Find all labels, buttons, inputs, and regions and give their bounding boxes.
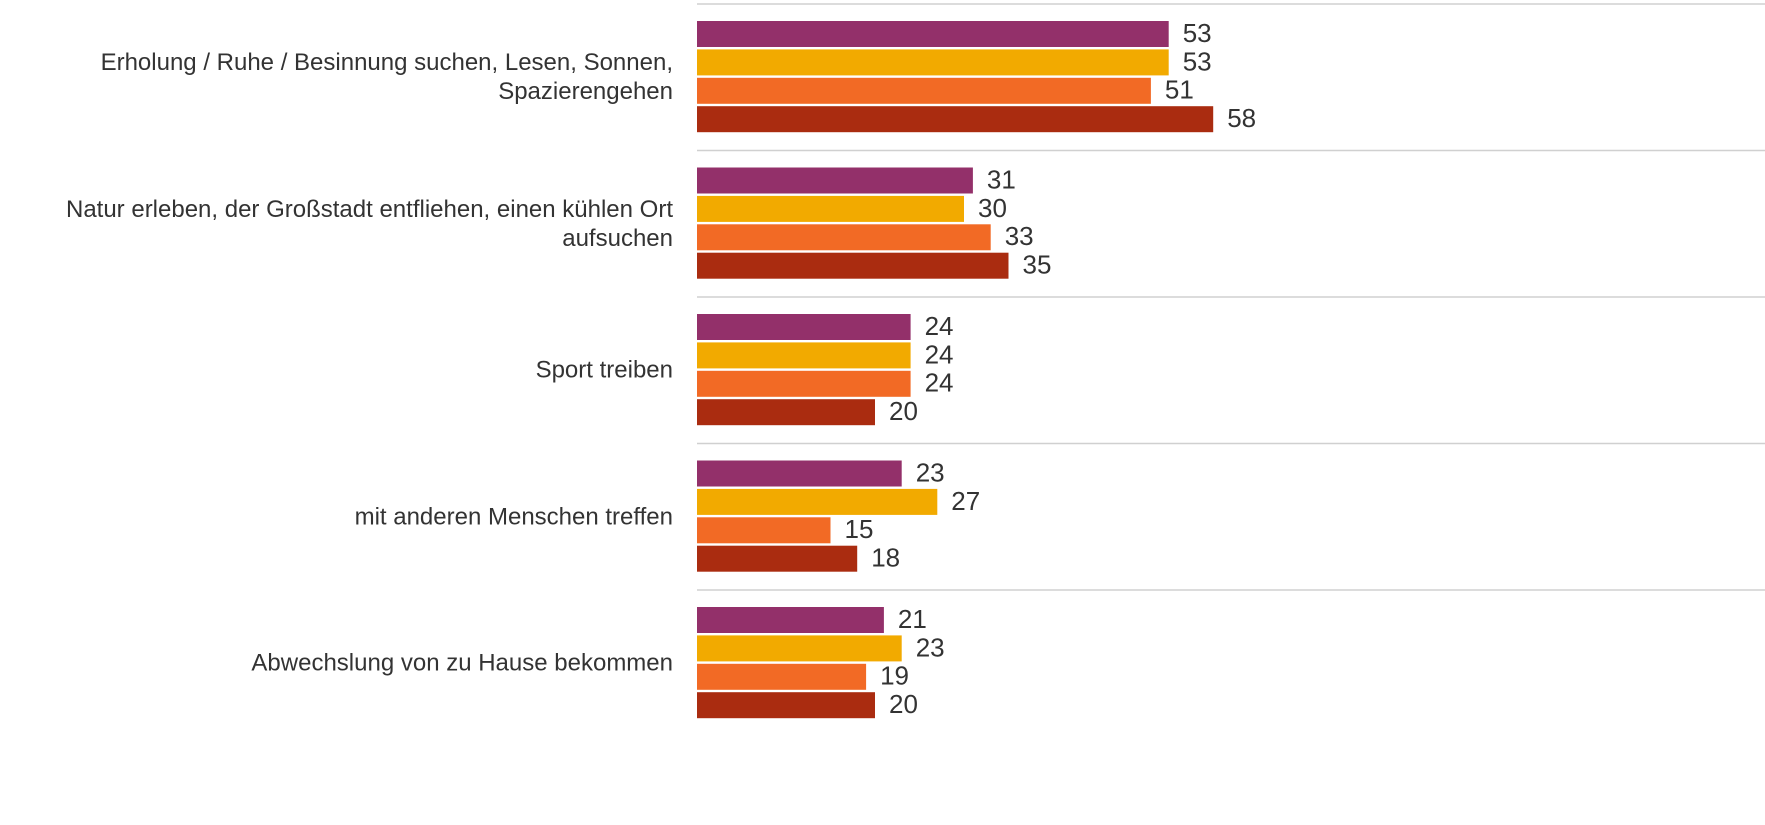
bar <box>697 692 875 719</box>
value-label: 24 <box>925 368 954 398</box>
bar <box>697 460 902 487</box>
bar <box>697 663 867 690</box>
bar <box>697 252 1009 279</box>
value-label: 23 <box>916 457 945 487</box>
bar <box>697 399 875 426</box>
value-label: 51 <box>1165 75 1194 105</box>
category-label: Erholung / Ruhe / Besinnung suchen, Lese… <box>100 49 673 106</box>
value-label: 20 <box>889 689 918 719</box>
bar <box>697 77 1151 104</box>
value-label: 27 <box>951 486 980 516</box>
bar <box>697 167 973 194</box>
bar <box>697 370 911 397</box>
value-label: 15 <box>845 514 874 544</box>
value-label: 33 <box>1005 221 1034 251</box>
category-label: Abwechslung von zu Hause bekommen <box>251 649 673 677</box>
value-label: 24 <box>925 339 954 369</box>
bar <box>697 224 991 251</box>
category-label: Natur erleben, der Großstadt entfliehen,… <box>65 195 673 252</box>
value-label: 23 <box>916 632 945 662</box>
bar <box>697 545 858 572</box>
value-label: 20 <box>889 396 918 426</box>
bar <box>697 195 964 222</box>
bar <box>697 607 884 633</box>
category-label: mit anderen Menschen treffen <box>354 503 673 531</box>
value-label: 30 <box>978 193 1007 223</box>
bar <box>697 635 902 662</box>
value-label: 19 <box>880 661 909 691</box>
value-label: 21 <box>898 604 927 634</box>
category-label: Sport treiben <box>535 356 673 384</box>
value-label: 18 <box>871 543 900 573</box>
value-label: 58 <box>1227 103 1256 133</box>
bar <box>697 314 911 340</box>
bar <box>697 21 1169 47</box>
value-label: 53 <box>1183 18 1212 48</box>
value-label: 53 <box>1183 46 1212 76</box>
value-label: 31 <box>987 164 1016 194</box>
bar <box>697 342 911 369</box>
bar <box>697 49 1169 76</box>
value-label: 35 <box>1023 250 1052 280</box>
bar <box>697 488 938 515</box>
bar <box>697 106 1214 133</box>
bar <box>697 517 831 544</box>
value-label: 24 <box>925 311 954 341</box>
